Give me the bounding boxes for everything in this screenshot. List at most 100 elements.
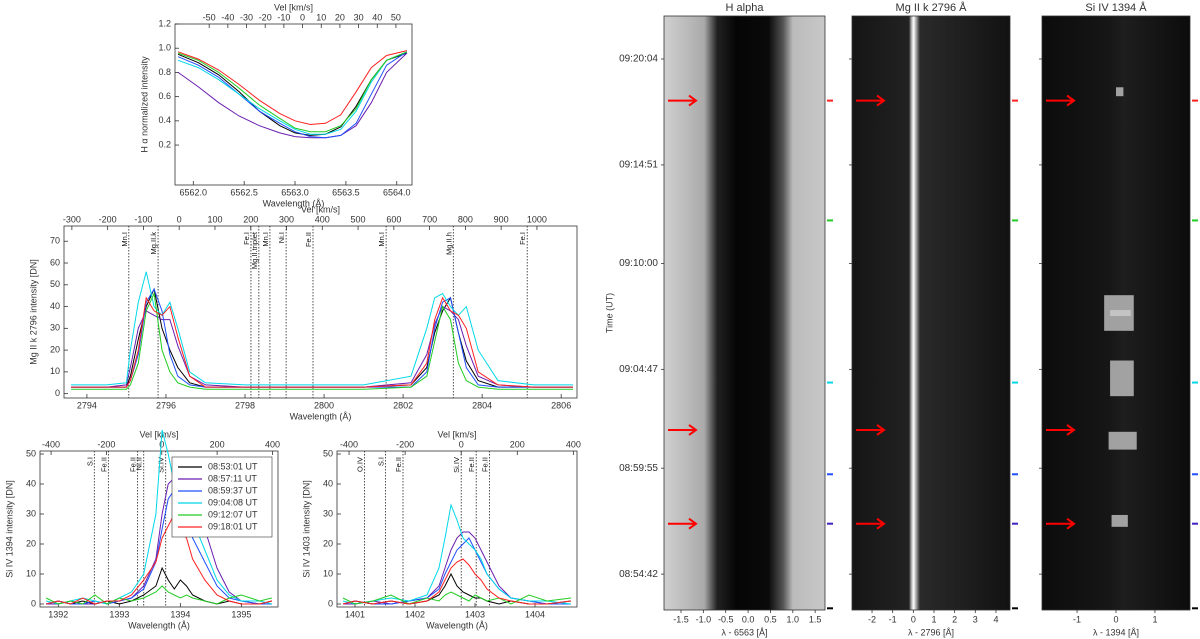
- y-tick-label: 30: [323, 508, 333, 518]
- x-tick-label: 1402: [405, 609, 425, 619]
- x-axis-label: λ - 6563 [Å]: [721, 627, 767, 637]
- x-tick-label: 0: [1113, 614, 1118, 624]
- y-tick-label: 60: [50, 257, 60, 267]
- emission-patch: [1108, 431, 1137, 450]
- x-tick-label: -1: [1073, 614, 1081, 624]
- y-tick-label: 09:10:00: [619, 258, 658, 269]
- x-tick-label: 0: [911, 614, 916, 624]
- x-tick-label: 1.0: [787, 614, 800, 624]
- x-tick-label: 6563.0: [281, 187, 309, 197]
- emission-patch: [1111, 514, 1128, 527]
- x2-tick-label: 20: [335, 12, 345, 22]
- line-label: Si.IV: [157, 457, 166, 473]
- x-tick-label: 1394: [170, 609, 190, 619]
- legend-label: 09:18:01 UT: [208, 521, 258, 531]
- line-label: Mn.I: [261, 232, 270, 247]
- legend-label: 08:59:37 UT: [208, 485, 258, 495]
- line-label: Fe.II: [129, 457, 138, 472]
- y-tick-label: 0.2: [158, 139, 171, 149]
- x2-tick-label: -50: [203, 12, 216, 22]
- x2-axis-label: Vel [km/s]: [301, 204, 340, 214]
- x2-tick-label: 200: [243, 214, 258, 224]
- series-line: [177, 51, 408, 133]
- x-tick-label: 1403: [465, 609, 485, 619]
- y-tick-label: 20: [26, 538, 36, 548]
- plot-frame: [63, 225, 578, 399]
- series-line: [71, 291, 573, 390]
- y-tick-label: 10: [26, 568, 36, 578]
- legend-label: 09:12:07 UT: [208, 509, 258, 519]
- line-label: Fe.II: [99, 457, 108, 472]
- y-tick-label: 30: [50, 323, 60, 333]
- time-arrow: [1046, 517, 1076, 530]
- y-tick-label: 0.6: [158, 91, 171, 101]
- spectrogram: [852, 16, 1010, 610]
- x-tick-label: 2802: [393, 400, 413, 410]
- x-tick-label: 1: [931, 614, 936, 624]
- x2-tick-label: 700: [422, 214, 437, 224]
- y-tick-label: 20: [50, 344, 60, 354]
- series-line: [342, 503, 572, 605]
- x2-tick-label: -200: [97, 439, 115, 449]
- x-axis-label: λ - 1394 [Å]: [1093, 627, 1139, 637]
- series-line: [177, 51, 408, 135]
- y-tick-label: 0: [31, 598, 36, 608]
- spectrogram: [664, 16, 825, 610]
- x2-tick-label: 0: [300, 12, 305, 22]
- x2-tick-label: -400: [340, 439, 358, 449]
- line-label: Ni.II: [135, 457, 144, 470]
- x-tick-label: 1401: [345, 609, 365, 619]
- y-tick-label: 40: [26, 478, 36, 488]
- x2-tick-label: 200: [210, 439, 225, 449]
- series-line: [45, 488, 272, 605]
- x2-tick-label: 10: [316, 12, 326, 22]
- x2-axis-label: Vel [km/s]: [139, 429, 178, 439]
- x-tick-label: 2804: [472, 400, 492, 410]
- x2-tick-label: 50: [391, 12, 401, 22]
- x-axis-label: Wavelength (Å): [290, 411, 352, 421]
- emission-patch: [1110, 310, 1131, 316]
- x-tick-label: 1393: [109, 609, 129, 619]
- x2-tick-label: 400: [265, 439, 280, 449]
- time-arrow: [668, 424, 698, 436]
- x-tick-label: 6562.5: [230, 187, 258, 197]
- y-tick-label: 0.8: [158, 67, 171, 77]
- x-tick-label: 4: [993, 614, 998, 624]
- x-tick-label: 1.5: [809, 614, 822, 624]
- x2-tick-label: -30: [240, 12, 253, 22]
- panel-title: Mg II k 2796 Å: [896, 1, 968, 14]
- x-tick-label: 2800: [314, 400, 334, 410]
- y-tick-label: 1.0: [158, 43, 171, 53]
- x2-tick-label: -20: [259, 12, 272, 22]
- x-tick-label: 2: [952, 614, 957, 624]
- time-arrow: [856, 424, 886, 436]
- x2-tick-label: 400: [315, 214, 330, 224]
- line-label: Fe.I: [518, 232, 527, 245]
- x2-tick-label: 0: [459, 439, 464, 449]
- x2-tick-label: 900: [494, 214, 509, 224]
- time-arrow: [1046, 94, 1076, 107]
- time-arrow: [668, 94, 698, 107]
- y-tick-label: 10: [323, 568, 333, 578]
- y-axis-label: Mg II k 2796 intensity [DN]: [28, 259, 38, 365]
- y-tick-label: 40: [50, 301, 60, 311]
- series-line: [71, 305, 573, 388]
- x-tick-label: 1392: [48, 609, 68, 619]
- x-tick-label: -0.5: [718, 614, 734, 624]
- y-tick-label: 30: [26, 508, 36, 518]
- line-label: Mg.II.h: [444, 232, 453, 255]
- panel-title: H alpha: [726, 2, 765, 14]
- series-line: [46, 471, 272, 605]
- y-tick-label: 0.4: [158, 115, 171, 125]
- x-tick-label: 1395: [231, 609, 251, 619]
- series-line: [177, 52, 408, 136]
- line-label: Mg.II.triplet: [250, 231, 259, 269]
- y-tick-label: 70: [50, 236, 60, 246]
- y-tick-label: 09:04:47: [619, 364, 658, 375]
- x2-tick-label: -300: [63, 214, 81, 224]
- series-line: [177, 51, 408, 139]
- x-axis-label: λ - 2796 [Å]: [908, 627, 954, 637]
- time-arrow: [1046, 424, 1076, 436]
- x2-tick-label: 600: [386, 214, 401, 224]
